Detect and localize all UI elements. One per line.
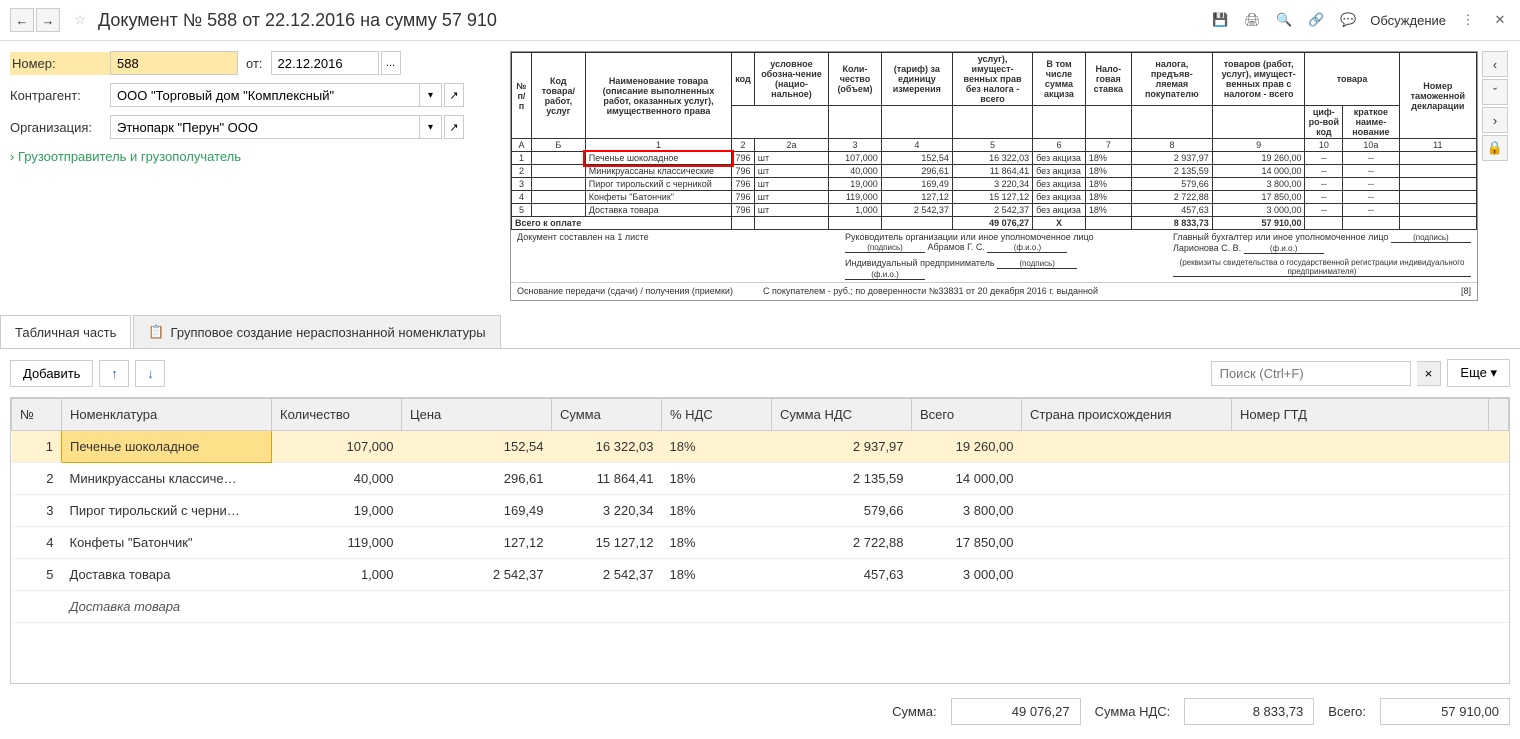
discuss-label[interactable]: Обсуждение	[1370, 13, 1446, 28]
sum-label: Сумма:	[892, 704, 936, 719]
number-input[interactable]	[110, 51, 238, 75]
table-row[interactable]: 4Конфеты "Батончик"119,000127,1215 127,1…	[12, 527, 1509, 559]
side-up-icon[interactable]: ‹	[1482, 51, 1508, 77]
link-icon[interactable]: 🔗	[1306, 10, 1326, 30]
tab-group-create[interactable]: 📋Групповое создание нераспознанной номен…	[133, 315, 500, 348]
org-input[interactable]	[110, 115, 420, 139]
counterparty-open[interactable]: ↗	[444, 83, 464, 107]
tab-table-part[interactable]: Табличная часть	[0, 315, 131, 348]
favorite-icon[interactable]: ☆	[68, 8, 92, 32]
number-label: Номер:	[10, 52, 110, 75]
items-grid[interactable]: № Номенклатура Количество Цена Сумма % Н…	[10, 397, 1510, 684]
back-button[interactable]: ←	[10, 8, 34, 32]
date-label: от:	[246, 56, 263, 71]
shipper-link[interactable]: › Грузоотправитель и грузополучатель	[10, 149, 500, 164]
more-icon[interactable]: ⋮	[1458, 10, 1478, 30]
lock-icon[interactable]: 🔒	[1482, 135, 1508, 161]
vat-label: Сумма НДС:	[1095, 704, 1171, 719]
org-label: Организация:	[10, 120, 110, 135]
group-icon: 📋	[148, 324, 164, 340]
print-icon[interactable]: 🖨	[1242, 10, 1262, 30]
table-row[interactable]: 5Доставка товара1,0002 542,372 542,3718%…	[12, 559, 1509, 591]
discuss-icon[interactable]: 💬	[1338, 10, 1358, 30]
counterparty-input[interactable]	[110, 83, 420, 107]
search-clear-button[interactable]: ×	[1417, 361, 1442, 386]
total-label: Всего:	[1328, 704, 1366, 719]
org-dropdown[interactable]: ▾	[420, 115, 442, 139]
close-icon[interactable]: ✕	[1490, 10, 1510, 30]
add-button[interactable]: Добавить	[10, 360, 93, 387]
more-button[interactable]: Еще ▾	[1447, 359, 1510, 387]
side-next-icon[interactable]: ›	[1482, 107, 1508, 133]
date-input[interactable]	[271, 51, 379, 75]
move-up-button[interactable]: ↑	[99, 360, 129, 387]
search-input[interactable]	[1211, 361, 1411, 386]
page-title: Документ № 588 от 22.12.2016 на сумму 57…	[98, 10, 1210, 31]
total-value: 57 910,00	[1380, 698, 1510, 725]
sum-value: 49 076,27	[951, 698, 1081, 725]
counterparty-label: Контрагент:	[10, 88, 110, 103]
date-picker-button[interactable]: ...	[381, 51, 401, 75]
counterparty-dropdown[interactable]: ▾	[420, 83, 442, 107]
forward-button[interactable]: →	[36, 8, 60, 32]
move-down-button[interactable]: ↓	[135, 360, 165, 387]
org-open[interactable]: ↗	[444, 115, 464, 139]
table-row[interactable]: 2Миникруассаны классиче…40,000296,6111 8…	[12, 463, 1509, 495]
preview-icon[interactable]: 🔍	[1274, 10, 1294, 30]
vat-value: 8 833,73	[1184, 698, 1314, 725]
table-row[interactable]: 3Пирог тирольский с черни…19,000169,493 …	[12, 495, 1509, 527]
save-icon[interactable]: 💾	[1210, 10, 1230, 30]
side-down-icon[interactable]: ˇ	[1482, 79, 1508, 105]
table-row[interactable]: 1Печенье шоколадное107,000152,5416 322,0…	[12, 431, 1509, 463]
document-preview: № п/п Код товара/ работ, услуг Наименова…	[510, 51, 1478, 301]
